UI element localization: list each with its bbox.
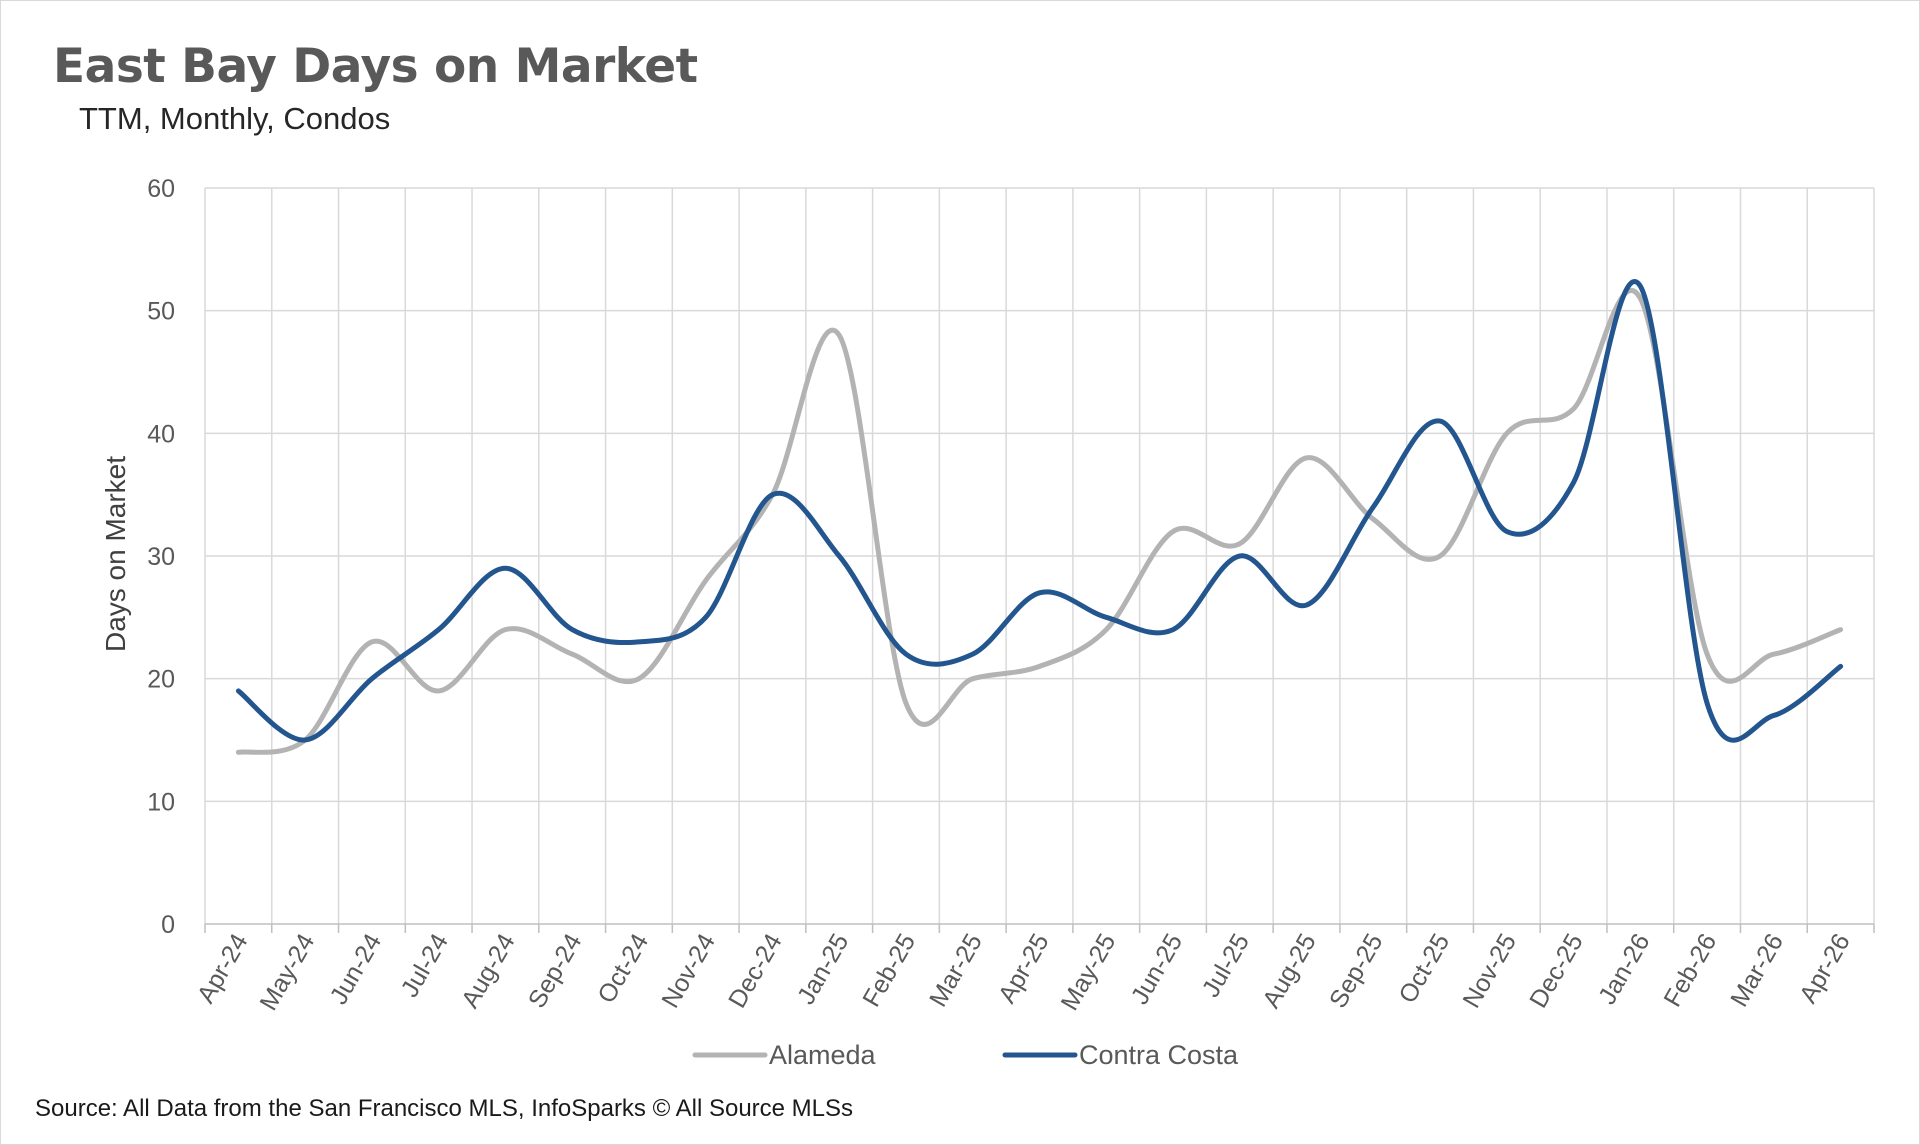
x-tick-label: Apr-26 xyxy=(1794,929,1856,1008)
y-axis-title: Days on Market xyxy=(100,456,131,652)
x-tick-label: Mar-26 xyxy=(1725,929,1789,1012)
x-tick-label: Aug-25 xyxy=(1257,929,1322,1013)
x-tick-label: Jun-24 xyxy=(325,929,388,1009)
x-tick-label: Nov-24 xyxy=(656,929,721,1013)
y-tick-label: 0 xyxy=(161,911,175,939)
y-tick-label: 10 xyxy=(147,788,175,816)
axes xyxy=(204,923,1875,933)
x-tick-label: Dec-25 xyxy=(1524,929,1589,1013)
x-tick-label: Oct-25 xyxy=(1393,929,1455,1008)
source-note: Source: All Data from the San Francisco … xyxy=(35,1095,854,1122)
series-lines xyxy=(235,279,1844,755)
x-tick-label: Sep-24 xyxy=(523,929,588,1013)
y-tick-label: 60 xyxy=(147,175,175,203)
x-tick-label: Feb-26 xyxy=(1658,929,1722,1012)
x-tick-label: Jan-26 xyxy=(1593,929,1655,1009)
x-tick-label: Sep-25 xyxy=(1324,929,1389,1013)
y-tick-label: 20 xyxy=(147,666,175,694)
chart-title: East Bay Days on Market xyxy=(53,39,698,94)
x-tick-label: Jul-25 xyxy=(1197,929,1255,1002)
x-tick-label: Apr-24 xyxy=(192,929,254,1008)
y-tick-label: 50 xyxy=(147,298,175,326)
legend: Alameda Contra Costa xyxy=(692,1040,1239,1070)
x-tick-label: Aug-24 xyxy=(456,929,521,1013)
x-tick-label: Jun-25 xyxy=(1126,929,1188,1009)
x-tick-label: Nov-25 xyxy=(1457,929,1522,1013)
x-tick-label: Jan-25 xyxy=(792,929,854,1009)
x-tick-label: Oct-24 xyxy=(592,929,654,1008)
x-tick-label: Apr-25 xyxy=(993,929,1055,1008)
y-tick-label: 40 xyxy=(147,420,175,448)
x-tick-label: Dec-24 xyxy=(723,929,788,1013)
legend-label-contra-costa: Contra Costa xyxy=(1079,1040,1239,1070)
x-tick-label: May-25 xyxy=(1056,929,1122,1015)
legend-label-alameda: Alameda xyxy=(769,1040,877,1070)
chart-subtitle: TTM, Monthly, Condos xyxy=(79,101,391,136)
x-tick-label: May-24 xyxy=(254,929,320,1015)
x-tick-label: Jul-24 xyxy=(396,929,454,1002)
y-tick-label: 30 xyxy=(147,543,175,571)
x-tick-label: Feb-25 xyxy=(857,929,921,1012)
series-line-contra-costa xyxy=(235,279,1844,743)
gridlines xyxy=(204,187,1875,924)
x-tick-label: Mar-25 xyxy=(924,929,988,1012)
series-line-alameda xyxy=(235,287,1844,755)
